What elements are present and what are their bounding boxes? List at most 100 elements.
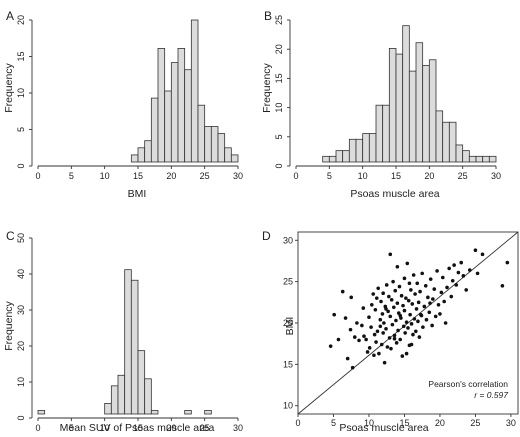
panel-a-axes: 0 5 10 15 20 25 30 0 5 10 15 20 <box>16 15 243 181</box>
panel-a-bar <box>230 154 239 163</box>
panel-d-point <box>401 303 405 308</box>
panel-a-bar <box>157 48 166 163</box>
panel-d-point <box>376 286 380 291</box>
panel-c-letter: C <box>6 229 15 243</box>
panel-c-y-tick-label: 50 <box>16 233 26 243</box>
panel-a-x-tick-label: 10 <box>100 171 110 181</box>
panel-d-point <box>379 342 384 347</box>
panel-c-x-tick-label: 30 <box>233 423 243 433</box>
panel-d-point <box>384 283 389 287</box>
panel-d-point <box>442 299 446 304</box>
panel-a-bar <box>150 97 159 163</box>
panel-b-bar <box>442 121 450 163</box>
panel-d-point <box>480 252 485 257</box>
panel-d-point <box>415 281 420 286</box>
panel-c-y-tick-label: 0 <box>16 415 26 420</box>
panel-d-point <box>414 329 418 334</box>
panel-a-y-tick-label: 20 <box>16 15 26 25</box>
panel-a-bars <box>130 19 239 163</box>
panel-b-y-tick-label: 20 <box>274 44 284 54</box>
panel-d-point <box>385 345 390 349</box>
panel-d-point <box>422 304 427 309</box>
panel-d-point <box>408 312 412 317</box>
panel-b-bar <box>448 121 457 163</box>
panel-d-point <box>372 332 377 337</box>
panel-d-point <box>397 284 402 289</box>
panel-d-point <box>426 295 430 300</box>
panel-d-point <box>382 321 386 325</box>
panel-d-point <box>401 324 406 329</box>
panel-b-bar <box>342 150 350 163</box>
panel-d-point <box>384 326 388 331</box>
panel-d-point <box>500 283 505 288</box>
panel-c-x-tick-label: 25 <box>200 423 210 433</box>
panel-d-point <box>430 323 434 328</box>
panel-d-x-tick-label: 15 <box>399 418 409 428</box>
panel-d-point <box>394 341 399 345</box>
panel-d-point <box>407 281 412 286</box>
panel-b-x-tick-label: 15 <box>391 171 401 181</box>
panel-d-point <box>433 314 438 319</box>
panel-a-bar <box>204 126 212 163</box>
panel-d-point <box>443 321 448 325</box>
panel-d-point <box>402 276 407 281</box>
panel-b-y-tick-label: 10 <box>274 103 284 113</box>
panel-c-bar <box>117 374 126 415</box>
panel-d-y-tick-label: 25 <box>283 277 293 287</box>
panel-d-point <box>456 270 461 275</box>
panel-d-point <box>352 335 357 339</box>
panel-c-y-tick-label: 40 <box>16 269 26 279</box>
panel-b-axes: 0 5 10 15 20 25 30 0 5 10 15 20 25 <box>274 15 501 181</box>
panel-c-y-tick-label: 20 <box>16 341 26 351</box>
panel-b-bar <box>388 48 397 163</box>
panel-a-x-tick-label: 30 <box>233 171 243 181</box>
panel-d-point <box>392 333 397 338</box>
panel-c-y-tick-label: 30 <box>16 305 26 315</box>
panel-d-letter: D <box>262 229 271 243</box>
panel-a-x-tick-label: 5 <box>69 171 74 181</box>
panel-c-bar <box>37 410 46 415</box>
panel-a-x-tick-label: 15 <box>133 171 143 181</box>
panel-d-point <box>461 274 466 278</box>
panel-b-bar <box>322 155 330 163</box>
panel-d-point <box>350 365 355 370</box>
panel-d-point <box>459 260 464 265</box>
panel-d-point <box>402 308 407 313</box>
panel-d-scatter: D 0 5 10 15 20 25 30 10 15 20 25 30 Pearson's corre… <box>262 229 519 434</box>
panel-d-y-tick-label: 30 <box>283 235 293 245</box>
panel-d-point <box>382 360 387 365</box>
panel-a-letter: A <box>6 9 14 23</box>
panel-d-point <box>367 315 371 320</box>
panel-d-y-tick-label: 15 <box>283 359 293 369</box>
panel-d-point <box>369 325 373 329</box>
panel-b-bar <box>428 59 437 163</box>
panel-d-point <box>414 307 419 311</box>
panel-b-bar <box>408 70 417 163</box>
panel-d-point <box>392 305 396 310</box>
panel-c-x-tick-label: 10 <box>100 423 110 433</box>
panel-d-point <box>395 264 400 269</box>
panel-c-suv-histogram: C 0 5 10 15 20 25 30 0 10 20 30 40 50 Mean SUV of Ps… <box>3 229 243 434</box>
panel-a-bmi-histogram: A 0 5 10 15 20 25 30 0 5 10 15 20 BMI Frequency <box>3 9 243 200</box>
panel-d-point <box>395 301 400 305</box>
panel-d-point <box>332 312 336 317</box>
panel-d-point <box>340 289 345 294</box>
panel-d-point <box>361 306 366 310</box>
panel-d-point <box>435 269 439 273</box>
panel-d-point <box>424 317 429 322</box>
panel-d-point <box>374 340 378 344</box>
panel-b-bar <box>335 150 344 163</box>
panel-d-point <box>388 252 393 257</box>
panel-d-point <box>427 310 432 315</box>
panel-d-point <box>416 300 421 305</box>
panel-a-bar <box>137 147 146 163</box>
panel-a-x-tick-label: 20 <box>166 171 176 181</box>
panel-d-point <box>379 299 383 304</box>
panel-d-point <box>428 301 432 305</box>
panel-d-point <box>420 271 424 276</box>
panel-d-point <box>398 313 402 318</box>
panel-d-point <box>413 292 417 296</box>
panel-d-point <box>375 329 380 334</box>
panel-a-x-axis-label: BMI <box>128 188 147 200</box>
panel-d-point <box>336 337 341 342</box>
